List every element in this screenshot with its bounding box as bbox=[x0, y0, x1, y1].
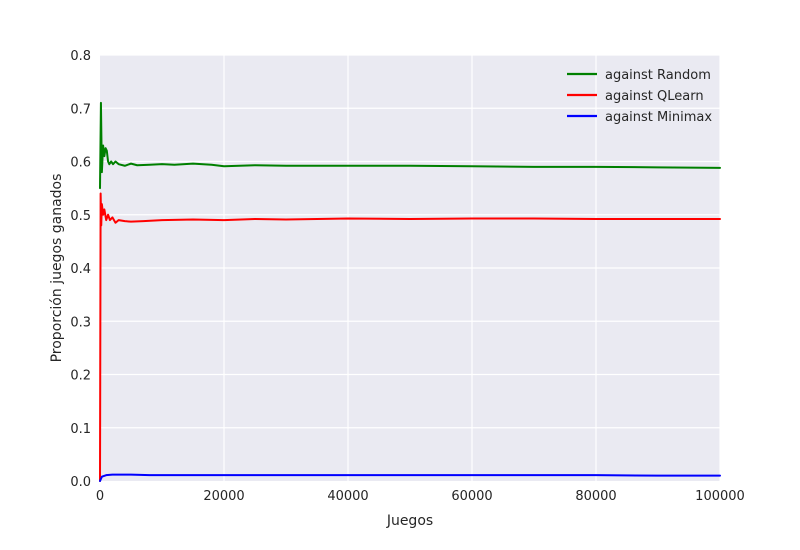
legend-label-against-minimax: against Minimax bbox=[605, 110, 712, 125]
y-tick-label: 0.7 bbox=[70, 102, 91, 117]
series-line-against-qlearn bbox=[99, 192, 721, 482]
series-line-against-random bbox=[99, 101, 721, 190]
series-line-against-minimax bbox=[99, 473, 721, 482]
y-tick-label: 0.6 bbox=[70, 156, 91, 171]
y-tick-label: 0.2 bbox=[70, 369, 91, 384]
x-axis-ticks: 0 20000 40000 60000 80000 100000 bbox=[96, 489, 745, 504]
legend-label-against-qlearn: against QLearn bbox=[605, 89, 704, 104]
y-tick-label: 0.1 bbox=[70, 422, 91, 437]
data-series bbox=[99, 101, 721, 482]
grid-lines bbox=[100, 54, 721, 481]
x-tick-label: 20000 bbox=[203, 489, 244, 504]
y-axis-ticks: 0.0 0.1 0.2 0.3 0.4 0.5 0.6 0.7 0.8 bbox=[70, 49, 91, 490]
y-tick-label: 0.0 bbox=[70, 475, 91, 490]
x-tick-label: 40000 bbox=[327, 489, 368, 504]
legend-label-against-random: against Random bbox=[605, 68, 711, 83]
x-tick-label: 60000 bbox=[451, 489, 492, 504]
y-axis-label: Proporción juegos ganados bbox=[49, 174, 65, 363]
x-axis-label: Juegos bbox=[386, 513, 433, 529]
x-tick-label: 100000 bbox=[695, 489, 745, 504]
x-tick-label: 80000 bbox=[575, 489, 616, 504]
legend: against Random against QLearn against Mini… bbox=[567, 68, 712, 125]
y-tick-label: 0.4 bbox=[70, 262, 91, 277]
x-tick-label: 0 bbox=[96, 489, 104, 504]
y-tick-label: 0.8 bbox=[70, 49, 91, 64]
y-tick-label: 0.3 bbox=[70, 315, 91, 330]
y-tick-label: 0.5 bbox=[70, 209, 91, 224]
